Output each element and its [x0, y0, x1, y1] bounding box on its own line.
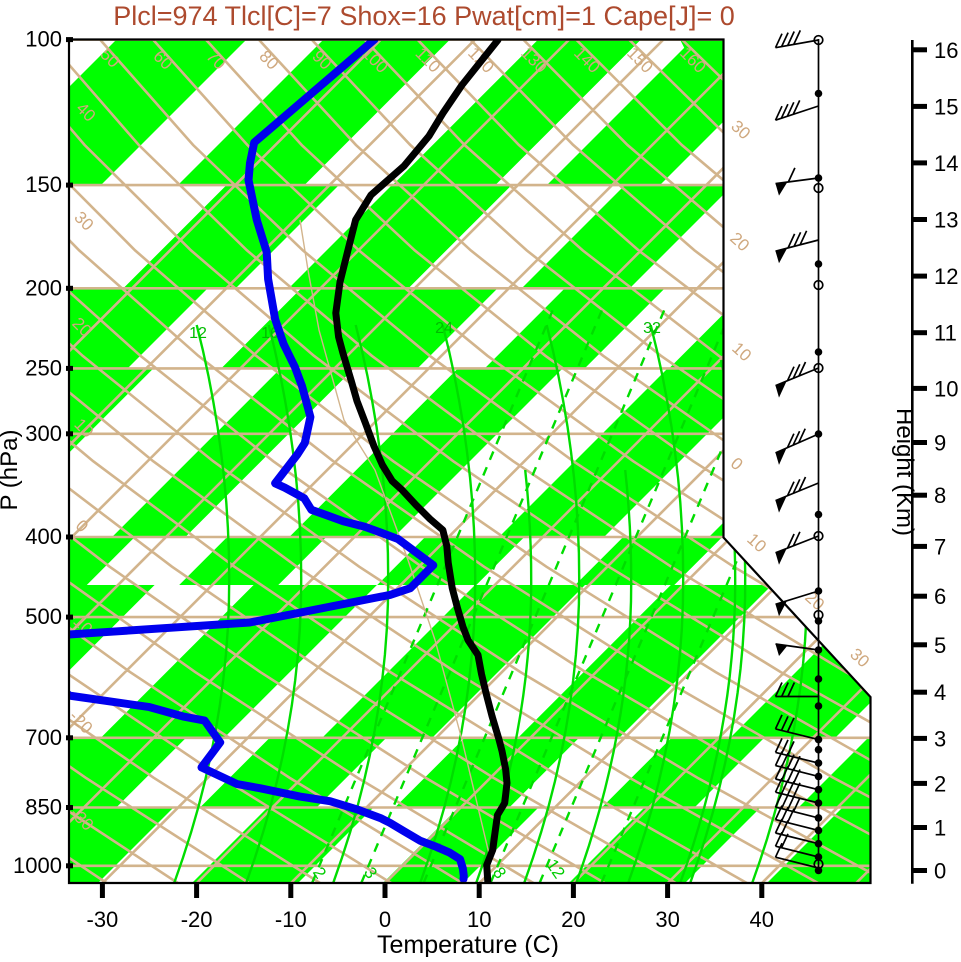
svg-text:2: 2 — [934, 771, 946, 796]
svg-text:0: 0 — [934, 859, 946, 884]
svg-text:32: 32 — [643, 320, 661, 337]
svg-text:400: 400 — [25, 524, 62, 549]
svg-text:11: 11 — [934, 321, 957, 346]
svg-text:15: 15 — [934, 94, 958, 119]
svg-text:24: 24 — [435, 320, 453, 337]
svg-text:20: 20 — [561, 907, 585, 932]
svg-text:40: 40 — [750, 907, 774, 932]
svg-text:5: 5 — [934, 633, 946, 658]
svg-text:7: 7 — [934, 534, 946, 559]
svg-text:-10: -10 — [275, 907, 307, 932]
svg-text:16: 16 — [934, 38, 958, 63]
svg-text:6: 6 — [934, 584, 946, 609]
svg-text:12: 12 — [189, 325, 207, 342]
svg-text:4: 4 — [934, 680, 946, 705]
svg-text:Temperature (C): Temperature (C) — [377, 931, 559, 957]
svg-text:200: 200 — [25, 275, 62, 300]
svg-text:1000: 1000 — [13, 853, 62, 878]
svg-text:100: 100 — [25, 27, 62, 52]
svg-text:13: 13 — [934, 208, 958, 233]
svg-text:12: 12 — [934, 264, 958, 289]
svg-text:P (hPa): P (hPa) — [0, 430, 23, 511]
svg-text:150: 150 — [25, 172, 62, 197]
svg-text:1: 1 — [934, 816, 946, 841]
svg-text:10: 10 — [467, 907, 491, 932]
svg-text:500: 500 — [25, 604, 62, 629]
svg-text:9: 9 — [934, 431, 946, 456]
svg-text:Plcl=974 Tlcl[C]=7 Shox=16 Pwa: Plcl=974 Tlcl[C]=7 Shox=16 Pwat[cm]=1 Ca… — [113, 1, 735, 31]
svg-text:850: 850 — [25, 795, 62, 820]
svg-text:0: 0 — [379, 907, 391, 932]
svg-text:8: 8 — [934, 483, 946, 508]
svg-text:14: 14 — [934, 151, 958, 176]
svg-text:250: 250 — [25, 355, 62, 380]
svg-text:30: 30 — [655, 907, 679, 932]
svg-text:-20: -20 — [181, 907, 213, 932]
svg-text:10: 10 — [934, 376, 958, 401]
svg-text:700: 700 — [25, 725, 62, 750]
svg-text:3: 3 — [934, 726, 946, 751]
svg-text:-30: -30 — [87, 907, 119, 932]
svg-text:300: 300 — [25, 421, 62, 446]
svg-text:Height (Km): Height (Km) — [891, 408, 918, 536]
